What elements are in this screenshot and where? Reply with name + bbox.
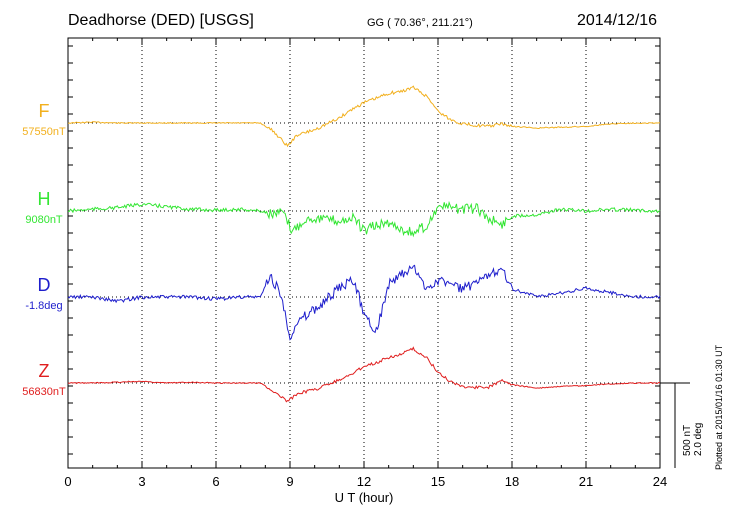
x-tick-label: 18 xyxy=(505,474,519,489)
station-title: Deadhorse (DED) [USGS] xyxy=(68,12,254,29)
trace-F xyxy=(67,85,661,148)
grid xyxy=(68,38,660,468)
x-tick-label: 0 xyxy=(64,474,71,489)
baseline-label-D: -1.8deg xyxy=(25,300,62,312)
plotted-timestamp: Plotted at 2015/01/16 01:30 UT xyxy=(714,344,724,470)
x-tick-label: 12 xyxy=(357,474,371,489)
scale-bar: 500 nT 2.0 deg xyxy=(660,382,704,468)
station-coordinates: GG ( 70.36°, 211.21°) xyxy=(367,17,473,29)
traces xyxy=(67,85,661,403)
baseline-label-Z: 56830nT xyxy=(22,386,66,398)
trace-Z xyxy=(67,346,661,403)
series-name-F: F xyxy=(39,101,50,121)
series-name-D: D xyxy=(38,275,51,295)
labels: F 57550nT H 9080nT D -1.8deg Z 56830nT xyxy=(22,101,66,398)
axis-ticks: 0 3 6 9 12 15 18 21 24 U T (hour) xyxy=(64,38,667,505)
x-axis-label: U T (hour) xyxy=(335,490,394,505)
baseline-label-H: 9080nT xyxy=(25,214,63,226)
x-tick-label: 3 xyxy=(138,474,145,489)
trace-H xyxy=(67,200,661,238)
trace-D xyxy=(67,264,661,341)
x-tick-label: 24 xyxy=(653,474,667,489)
x-tick-label: 6 xyxy=(212,474,219,489)
x-tick-label: 15 xyxy=(431,474,445,489)
plot-date: 2014/12/16 xyxy=(577,12,658,29)
x-tick-label: 21 xyxy=(579,474,593,489)
scale-bar-label: 2.0 deg xyxy=(693,423,704,456)
series-name-H: H xyxy=(38,189,51,209)
baseline-label-F: 57550nT xyxy=(22,126,66,138)
series-name-Z: Z xyxy=(39,361,50,381)
scale-bar-label: 500 nT xyxy=(682,425,693,456)
x-tick-label: 9 xyxy=(286,474,293,489)
